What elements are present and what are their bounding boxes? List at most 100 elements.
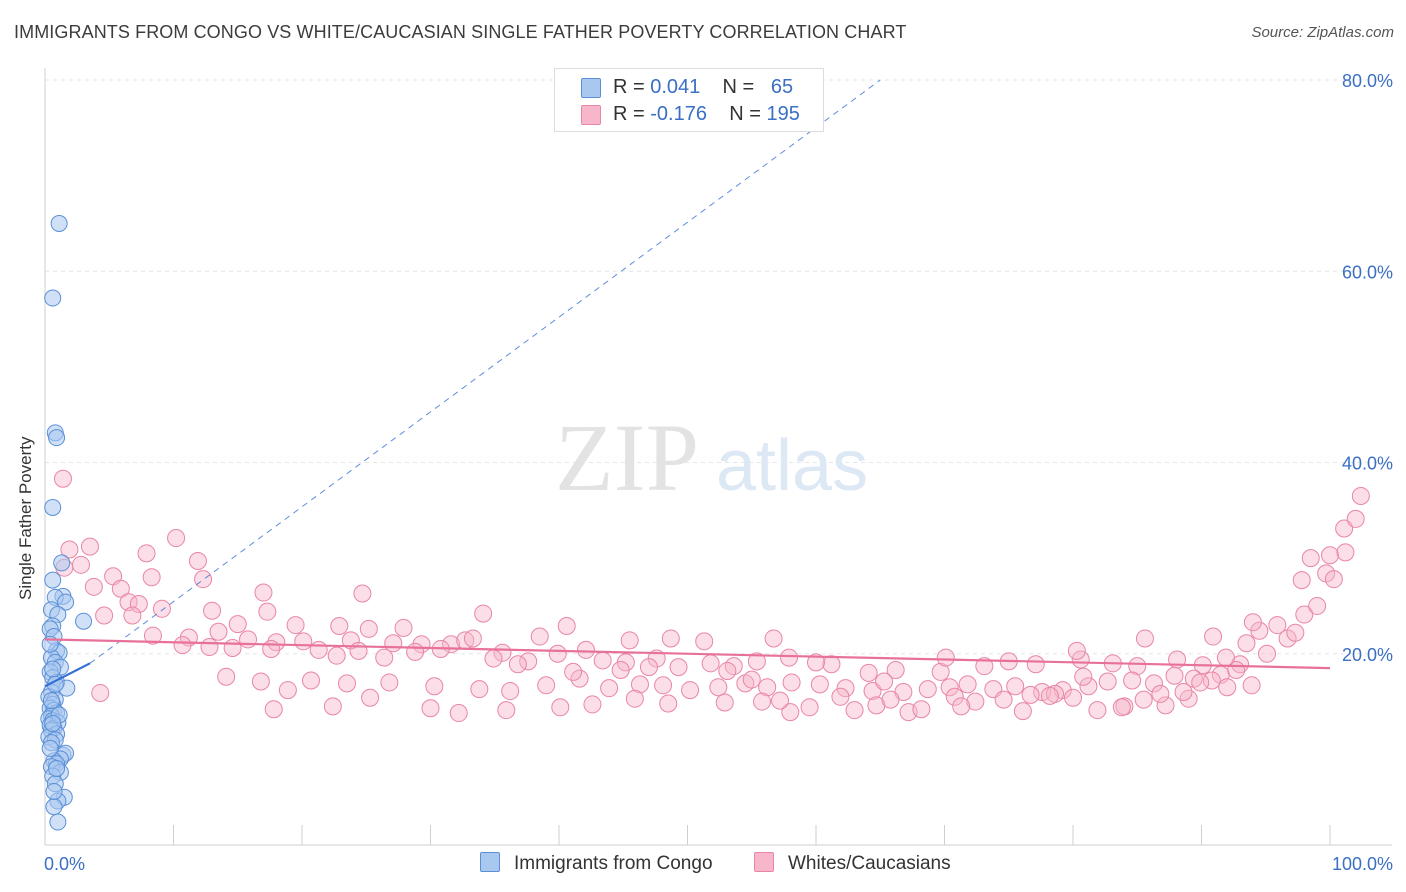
whites-caucasians-points [53,469,1370,723]
congo-trend-extension [89,79,881,664]
whites-caucasians-point [470,680,489,699]
tick-labels: 20.0% 40.0% 60.0% 80.0% 0.0% 100.0% [44,71,1393,874]
whites-caucasians-point [143,626,162,645]
whites-caucasians-point [1165,666,1184,685]
whites-caucasians-point [1321,546,1339,565]
congo-point [42,692,60,710]
congo-point [41,739,59,757]
whites-caucasians-point [695,632,714,651]
whites-caucasians-point [1088,701,1107,720]
congo-point [44,498,62,516]
watermark: ZIP atlas [555,404,868,511]
whites-caucasians-point [1067,641,1086,660]
whites-caucasians-point [681,681,700,700]
congo-point [45,798,63,816]
whites-caucasians-point [361,688,380,707]
whites-caucasians-point [715,693,734,712]
legend-n-value-congo: 65 [770,76,794,98]
whites-caucasians-point [836,679,855,698]
whites-caucasians-point [194,570,213,589]
whites-caucasians-point [845,701,864,720]
congo-points [40,214,93,831]
whites-caucasians-point [940,678,959,697]
whites-caucasians-point [264,700,283,719]
whites-caucasians-point [659,694,678,713]
legend-r-label: R = [613,76,651,98]
y-axis-label: Single Father Poverty [16,436,35,600]
whites-caucasians-point [278,681,297,700]
whites-caucasians-point [975,657,994,676]
whites-caucasians-point [508,655,527,674]
whites-caucasians-point [60,540,79,559]
whites-caucasians-point [95,606,114,625]
whites-caucasians-point [718,661,737,680]
whites-caucasians-point [1191,673,1210,692]
whites-caucasians-point [167,529,186,548]
whites-caucasians-point [1156,696,1175,715]
source-credit: Source: ZipAtlas.com [1251,24,1394,41]
congo-point [48,760,66,777]
whites-caucasians-point [564,662,583,681]
whites-caucasians-point [530,627,549,646]
whites-caucasians-point [758,678,777,697]
legend-r-value-congo: 0.041 [650,76,701,98]
y-tick-label: 60.0% [1342,262,1393,282]
whites-caucasians-point [1346,509,1365,528]
whites-caucasians-point [1295,605,1314,624]
gridlines [45,79,1392,655]
whites-caucasians-point [994,690,1013,709]
whites-caucasians-point [1135,629,1154,648]
y-tick-label: 80.0% [1342,71,1393,91]
whites-caucasians-point [1336,543,1355,562]
whites-caucasians-point [497,701,516,720]
whites-caucasians-point [425,677,444,696]
whites-caucasians-point [71,555,90,574]
whites-caucasians-point [625,689,644,708]
congo-point [44,571,62,589]
whites-caucasians-point [742,670,761,689]
legend-n-label: N = [729,103,767,125]
whites-caucasians-point [764,629,783,648]
bottom-legend-swatch-congo [480,852,500,872]
whites-caucasians-point [551,698,570,717]
whites-caucasians-point [1237,634,1256,653]
whites-caucasians-point [1308,596,1327,615]
whites-caucasians-point [709,678,728,697]
whites-caucasians-point [1134,690,1153,709]
whites-caucasians-point [1026,655,1045,674]
whites-caucasians-point [831,687,850,706]
legend-swatch-congo [581,78,601,98]
whites-caucasians-point [810,675,829,694]
whites-caucasians-point [1079,677,1098,696]
whites-caucasians-point [1268,616,1287,635]
whites-caucasians-point [912,700,931,719]
legend-swatch-whites [581,105,601,125]
congo-trend-line [44,662,91,688]
congo-point [57,593,75,611]
whites-caucasians-point [918,680,937,699]
whites-caucasians-point [203,601,222,620]
y-tick-label: 20.0% [1342,645,1393,665]
whites-caucasians-point [301,671,320,690]
whites-caucasians-point [251,672,270,691]
y-tick-label: 40.0% [1342,454,1393,474]
whites-caucasians-point [620,631,639,650]
whites-caucasians-point [80,537,99,556]
whites-caucasians-point [1112,698,1131,717]
whites-caucasians-point [501,682,520,701]
whites-caucasians-point [936,648,955,667]
whites-caucasians-point [863,682,882,701]
whites-caucasians-point [1174,683,1193,701]
whites-caucasians-point [600,679,619,698]
whites-caucasians-point [1013,702,1032,721]
whites-caucasians-point [1216,648,1235,667]
whites-caucasians-point [327,646,346,665]
whites-caucasians-point [152,599,171,618]
congo-point [44,715,62,733]
whites-caucasians-point [309,640,328,659]
whites-caucasians-point [375,648,394,667]
whites-caucasians-point [519,652,538,671]
whites-caucasians-point [537,676,556,695]
whites-caucasians-point [380,673,399,692]
congo-point [48,429,66,447]
